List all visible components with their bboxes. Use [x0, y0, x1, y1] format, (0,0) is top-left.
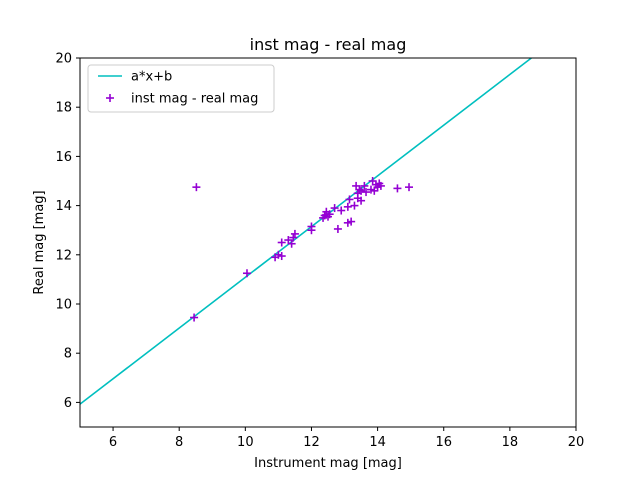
- legend-label: inst mag - real mag: [131, 92, 258, 107]
- legend: a*x+b inst mag - real mag: [87, 64, 275, 113]
- data-point: [192, 183, 201, 192]
- data-point: [393, 184, 402, 193]
- data-point: [405, 183, 414, 192]
- x-tick-label: 14: [369, 435, 386, 450]
- data-point: [277, 252, 286, 261]
- data-point: [190, 313, 199, 322]
- y-axis-label: Real mag [mag]: [32, 190, 47, 294]
- x-tick-label: 8: [175, 435, 183, 450]
- data-point: [360, 181, 369, 190]
- y-tick-label: 12: [55, 248, 72, 263]
- data-point: [330, 204, 339, 213]
- x-tick-label: 16: [435, 435, 452, 450]
- y-tick-label: 6: [64, 396, 72, 411]
- legend-label: a*x+b: [131, 70, 172, 85]
- x-tick-label: 20: [568, 435, 585, 450]
- fit-line: [80, 58, 532, 405]
- data-point: [347, 217, 356, 226]
- x-tick-label: 12: [303, 435, 320, 450]
- data-point: [337, 206, 346, 215]
- data-point: [287, 239, 296, 248]
- x-tick-label: 10: [237, 435, 254, 450]
- data-point: [357, 186, 366, 195]
- plot-area: 6 8 10 12 14 16 18 20 6 8 10 12 14 16 18 20: [55, 52, 584, 451]
- data-point: [242, 269, 251, 278]
- data-point: [343, 202, 352, 211]
- data-point: [376, 181, 385, 190]
- data-point: [362, 188, 371, 197]
- x-tick-label: 18: [502, 435, 519, 450]
- y-tick-label: 18: [55, 101, 72, 116]
- data-point: [325, 210, 334, 219]
- data-point: [277, 238, 286, 247]
- x-tick-label: 6: [109, 435, 117, 450]
- data-point: [307, 222, 316, 231]
- data-point: [355, 185, 364, 194]
- data-point: [333, 224, 342, 233]
- x-axis-label: Instrument mag [mag]: [254, 456, 402, 471]
- data-point: [345, 195, 354, 204]
- legend-box: [87, 64, 275, 113]
- data-point: [290, 229, 299, 238]
- y-tick-label: 14: [55, 199, 72, 214]
- data-point: [289, 233, 298, 242]
- data-layer: [80, 58, 532, 405]
- y-tick-label: 20: [55, 52, 72, 67]
- data-point: [357, 196, 366, 205]
- y-tick-label: 8: [64, 347, 72, 362]
- y-tick-label: 10: [55, 298, 72, 313]
- y-tick-label: 16: [55, 150, 72, 165]
- data-point: [350, 201, 359, 210]
- chart-title: inst mag - real mag: [250, 35, 407, 54]
- axes-frame: [79, 57, 577, 428]
